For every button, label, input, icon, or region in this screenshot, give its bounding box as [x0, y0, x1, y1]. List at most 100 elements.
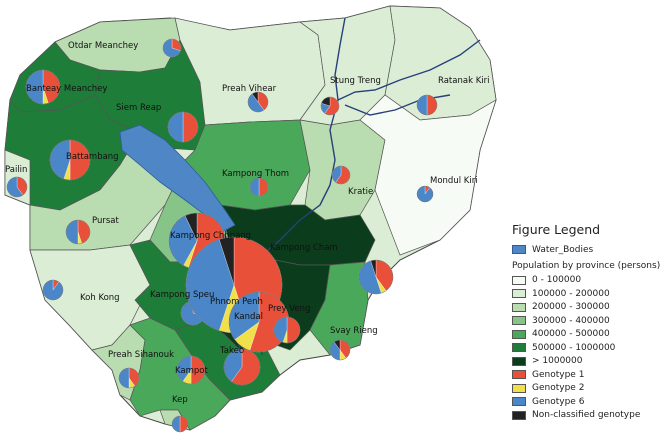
legend-genotype-swatch	[512, 370, 526, 380]
pie-svay-rieng	[329, 339, 351, 361]
label-kampot: Kampot	[175, 366, 209, 376]
label-phnom-penh: Phnom Penh	[210, 297, 263, 307]
pie-outline	[416, 185, 434, 203]
pie-outline	[162, 38, 182, 58]
pie-outline	[118, 367, 140, 389]
legend-pop-class-label: 500000 - 1000000	[532, 342, 616, 353]
pie-koh-kong	[42, 279, 64, 301]
label-svay-rieng: Svay Rieng	[330, 326, 378, 336]
pie-pursat	[65, 219, 91, 245]
label-koh-kong: Koh Kong	[80, 293, 120, 303]
legend-pop-class: 300000 - 400000	[512, 314, 658, 328]
legend-pop-class-label: 0 - 100000	[532, 275, 582, 286]
pie-outline	[329, 339, 351, 361]
pie-outline	[65, 219, 91, 245]
pie-outline	[6, 176, 28, 198]
pie-outline	[176, 355, 206, 385]
legend-pop-class: 400000 - 500000	[512, 328, 658, 342]
legend-pop-class: 200000 - 300000	[512, 301, 658, 315]
province-ratanak-kiri	[384, 5, 497, 121]
label-kampong-thom: Kampong Thom	[222, 169, 289, 179]
legend-genotype-label: Genotype 1	[532, 369, 585, 380]
pie-mondul-kiri	[416, 185, 434, 203]
legend-genotype-label: Genotype 6	[532, 396, 585, 407]
tonle-sap-lake	[119, 124, 236, 233]
pie-outline	[273, 316, 301, 344]
water-label: Water_Bodies	[532, 244, 594, 255]
sesan-river	[337, 39, 481, 101]
legend-genotype-label: Genotype 2	[532, 383, 585, 394]
label-kampong-cham: Kampong Cham	[270, 243, 338, 253]
label-pursat: Pursat	[92, 216, 119, 226]
legend-pop-class: > 1000000	[512, 355, 658, 369]
pie-ratanak-kiri	[416, 94, 438, 116]
pie-outline	[25, 69, 61, 105]
label-ratanak-kiri: Ratanak Kiri	[438, 76, 489, 86]
population-title: Population by province (persons)	[512, 260, 660, 271]
legend-pop-class: 100000 - 200000	[512, 287, 658, 301]
pie-kratie	[331, 165, 351, 185]
legend-pop-class-label: 400000 - 500000	[532, 329, 610, 340]
label-takeo: Takeo	[219, 346, 244, 356]
label-prey-veng: Prey Veng	[268, 304, 310, 314]
legend-genotype-swatch	[512, 383, 526, 393]
label-preah-sihanouk: Preah Sihanouk	[108, 350, 174, 360]
label-kratie: Kratie	[348, 187, 373, 197]
pie-outline	[42, 279, 64, 301]
pie-siem-reap	[167, 111, 199, 143]
pie-stung-treng	[320, 96, 340, 116]
pie-pailin	[6, 176, 28, 198]
pie-outline	[171, 415, 189, 433]
label-pailin: Pailin	[5, 165, 27, 175]
province-mondul-kiri	[359, 94, 497, 256]
pie-outline	[249, 177, 269, 197]
legend-pop-class-label: 300000 - 400000	[532, 315, 610, 326]
label-kampong-speu: Kampong Speu	[150, 290, 214, 300]
legend-pop-class-swatch	[512, 275, 526, 285]
water-swatch	[512, 245, 526, 255]
legend-pop-class-swatch	[512, 289, 526, 299]
label-stung-treng: Stung Treng	[330, 76, 381, 86]
pie-battambang	[49, 139, 91, 181]
legend-pop-class-label: 200000 - 300000	[532, 302, 610, 313]
pie-kampot	[176, 355, 206, 385]
legend-pop-class: 0 - 100000	[512, 274, 658, 288]
pie-preah-sihanouk	[118, 367, 140, 389]
pie-outline	[416, 94, 438, 116]
legend-genotype-swatch	[512, 397, 526, 407]
label-banteay-meanchey: Banteay Meanchey	[26, 84, 107, 94]
pie-kampong-cham	[358, 259, 394, 295]
label-mondul-kiri: Mondul Kiri	[430, 176, 478, 186]
pie-outline	[320, 96, 340, 116]
label-kep: Kep	[172, 395, 188, 405]
legend-pop-class-swatch	[512, 343, 526, 353]
pie-kep	[171, 415, 189, 433]
legend-genotype-label: Non-classified genotype	[532, 410, 641, 421]
label-kampong-chhnang: Kampong Chhnang	[170, 231, 251, 241]
pie-prey-veng	[273, 316, 301, 344]
cambodia-map: Otdar Meanchey Banteay Meanchey Siem Rea…	[4, 5, 497, 433]
pie-otdar-meanchey	[162, 38, 182, 58]
pie-outline	[247, 91, 269, 113]
legend-genotype: Non-classified genotype	[512, 409, 658, 423]
legend-water-bodies: Water_Bodies	[512, 243, 658, 257]
legend-pop-class-swatch	[512, 302, 526, 312]
pie-outline	[358, 259, 394, 295]
legend-pop-class-swatch	[512, 329, 526, 339]
label-preah-vihear: Preah Vihear	[222, 84, 277, 94]
label-siem-reap: Siem Reap	[116, 103, 161, 113]
pie-kampong-thom	[249, 177, 269, 197]
legend-pop-class-swatch	[512, 316, 526, 326]
legend-genotype: Genotype 2	[512, 382, 658, 396]
label-otdar-meanchey: Otdar Meanchey	[68, 41, 138, 51]
pie-outline	[49, 139, 91, 181]
legend-title: Figure Legend	[512, 222, 601, 237]
legend-pop-class-label: > 1000000	[532, 356, 583, 367]
legend-pop-class-swatch	[512, 356, 526, 366]
legend-pop-class-label: 100000 - 200000	[532, 288, 610, 299]
province-svay-rieng	[309, 261, 369, 356]
legend-genotype-swatch	[512, 410, 526, 420]
pie-outline	[331, 165, 351, 185]
legend-pop-class: 500000 - 1000000	[512, 341, 658, 355]
label-battambang: Battambang	[66, 152, 119, 162]
